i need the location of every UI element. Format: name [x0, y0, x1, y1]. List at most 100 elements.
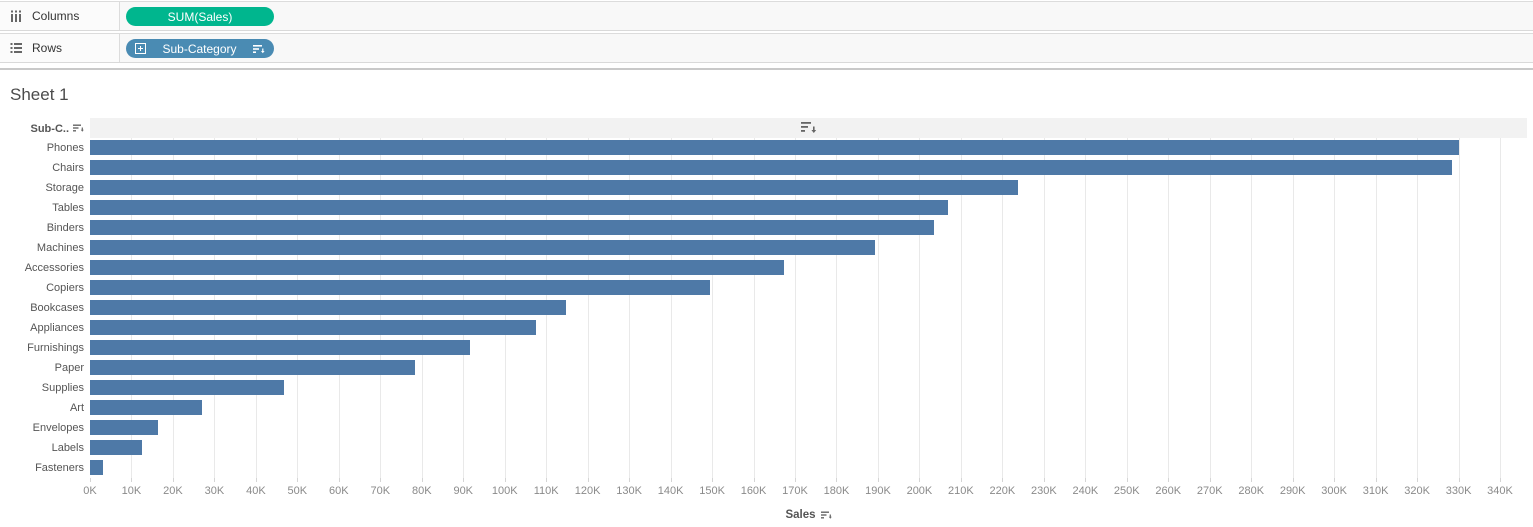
bar-appliances[interactable]: [90, 320, 536, 335]
gridline: [1292, 138, 1294, 478]
category-label[interactable]: Furnishings: [27, 342, 84, 354]
x-axis: 0K 10K 20K 30K 40K 50K 60K 70K 80K 90K 100K 110K 120…: [83, 478, 1527, 502]
x-tick-mark: [255, 478, 257, 482]
category-label[interactable]: Art: [69, 402, 84, 414]
x-tick-label: 180K: [823, 485, 850, 497]
x-tick-label: 70K: [370, 485, 391, 497]
x-tick-mark: [338, 478, 340, 482]
x-tick-mark: [795, 478, 797, 482]
plot-area: [90, 138, 1527, 478]
column-axis-header[interactable]: [90, 118, 1527, 138]
x-tick-label: 210K: [948, 485, 974, 497]
category-label[interactable]: Chairs: [52, 162, 84, 174]
gridline: [629, 138, 631, 478]
gridline: [1417, 138, 1419, 478]
rows-shelf[interactable]: Rows Sub-Category: [0, 33, 1533, 63]
x-tick-label: 280K: [1238, 485, 1265, 497]
x-tick-label: 220K: [989, 485, 1016, 497]
category-label[interactable]: Labels: [51, 442, 84, 454]
category-label[interactable]: Fasteners: [35, 462, 84, 474]
x-tick-mark: [712, 478, 714, 482]
sort-control-icon[interactable]: [800, 121, 817, 134]
sub-category-pill[interactable]: Sub-Category: [126, 39, 274, 58]
x-tick-label: 230K: [1030, 485, 1057, 497]
category-label[interactable]: Binders: [46, 222, 84, 234]
category-label[interactable]: Machines: [36, 242, 84, 254]
bar-labels[interactable]: [90, 440, 142, 455]
x-tick-label: 260K: [1155, 485, 1182, 497]
bar-storage[interactable]: [90, 180, 1019, 195]
bar-fasteners[interactable]: [90, 460, 103, 475]
category-label[interactable]: Paper: [54, 362, 84, 374]
shelf-divider: [0, 68, 1533, 70]
x-tick-label: 50K: [287, 485, 308, 497]
x-tick-mark: [1375, 478, 1377, 482]
x-tick-mark: [670, 478, 672, 482]
x-tick-mark: [504, 478, 506, 482]
x-tick-mark: [1085, 478, 1087, 482]
x-tick-label: 40K: [246, 485, 266, 497]
x-tick-mark: [1292, 478, 1294, 482]
bar-accessories[interactable]: [90, 260, 785, 275]
sub-category-pill-label: Sub-Category: [162, 41, 237, 56]
sheet-title: Sheet 1: [10, 85, 69, 104]
category-label[interactable]: Appliances: [30, 322, 84, 334]
x-tick-mark: [1126, 478, 1128, 482]
gridline: [712, 138, 714, 478]
gridline: [877, 138, 879, 478]
x-tick-mark: [1334, 478, 1336, 482]
x-tick-mark: [1251, 478, 1253, 482]
sort-descending-icon[interactable]: [73, 124, 84, 133]
bar-tables[interactable]: [90, 200, 949, 215]
x-axis-title[interactable]: Sales: [90, 507, 1527, 523]
sort-descending-icon[interactable]: [820, 511, 832, 520]
sum-sales-pill[interactable]: SUM(Sales): [126, 7, 274, 26]
bar-supplies[interactable]: [90, 380, 284, 395]
category-label[interactable]: Supplies: [41, 382, 84, 394]
category-label[interactable]: Bookcases: [30, 302, 84, 314]
category-label[interactable]: Copiers: [46, 282, 84, 294]
gridline: [670, 138, 672, 478]
gridline: [836, 138, 838, 478]
bar-copiers[interactable]: [90, 280, 711, 295]
rows-icon: [9, 41, 23, 55]
category-label[interactable]: Accessories: [24, 262, 84, 274]
category-label[interactable]: Envelopes: [32, 422, 84, 434]
x-tick-label: 310K: [1362, 485, 1389, 497]
x-tick-label: 160K: [740, 485, 767, 497]
x-tick-mark: [421, 478, 423, 482]
bar-binders[interactable]: [90, 220, 934, 235]
bar-art[interactable]: [90, 400, 203, 415]
bar-bookcases[interactable]: [90, 300, 567, 315]
x-tick-label: 130K: [616, 485, 642, 497]
x-tick-label: 290K: [1279, 485, 1306, 497]
bar-paper[interactable]: [90, 360, 416, 375]
category-label[interactable]: Phones: [46, 142, 84, 154]
expand-plus-box-icon[interactable]: [135, 43, 146, 54]
x-tick-mark: [380, 478, 382, 482]
columns-shelf-label: Columns: [32, 9, 80, 23]
columns-shelf[interactable]: Columns SUM(Sales): [0, 1, 1533, 31]
bar-machines[interactable]: [90, 240, 875, 255]
bar-chairs[interactable]: [90, 160, 1453, 175]
x-tick-mark: [1043, 478, 1045, 482]
x-tick-label: 150K: [699, 485, 725, 497]
category-label[interactable]: Storage: [45, 182, 84, 194]
x-tick-mark: [960, 478, 962, 482]
x-tick-label: 0K: [83, 485, 97, 497]
bar-envelopes[interactable]: [90, 420, 159, 435]
bar-furnishings[interactable]: [90, 340, 471, 355]
gridline: [919, 138, 921, 478]
x-tick-label: 270K: [1196, 485, 1223, 497]
x-tick-label: 90K: [453, 485, 474, 497]
x-axis-title-label: Sales: [785, 509, 816, 521]
category-label[interactable]: Tables: [52, 202, 84, 214]
x-tick-label: 110K: [533, 485, 559, 497]
gridline: [795, 138, 797, 478]
sort-descending-icon[interactable]: [252, 44, 265, 54]
row-field-header[interactable]: Sub-C..: [0, 119, 84, 138]
bar-phones[interactable]: [90, 140, 1459, 155]
x-tick-label: 100K: [491, 485, 518, 497]
gridline: [753, 138, 755, 478]
